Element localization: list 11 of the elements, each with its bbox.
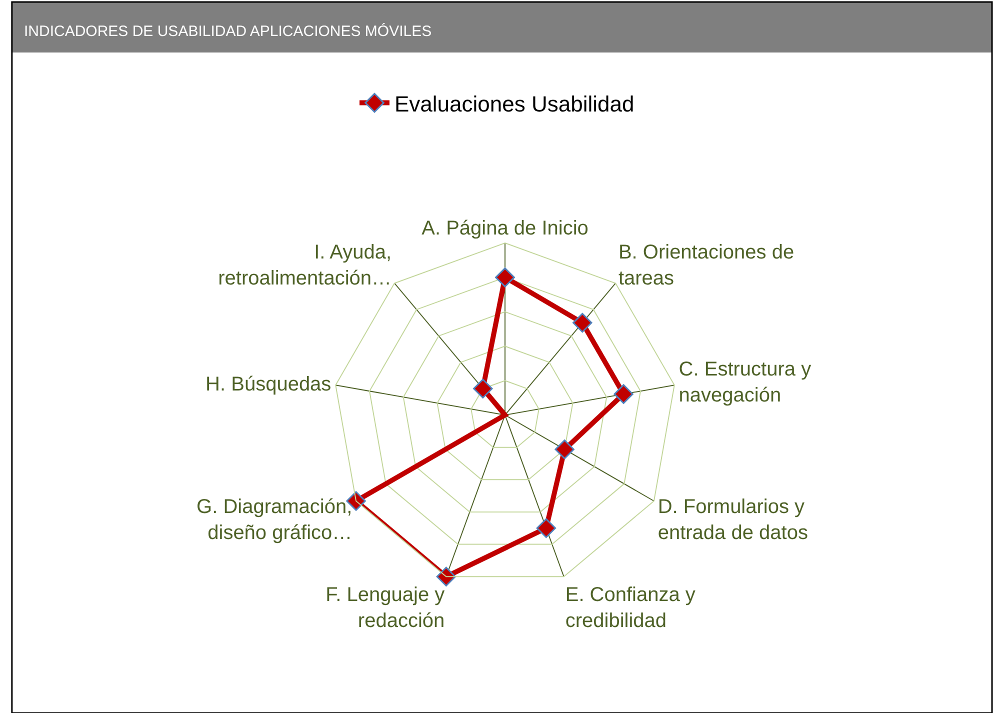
chart-title: INDICADORES DE USABILIDAD APLICACIONES MÓVILES [24,22,432,40]
spoke-label: I. Ayuda, retroalimentación… [218,241,392,290]
spoke-label: F. Lenguaje y redacción [326,584,445,632]
spoke-label: D. Formularios y entrada de datos [658,496,808,544]
spoke-label: H. Búsquedas [206,374,332,396]
legend-label: Evaluaciones Usabilidad [394,91,634,116]
spoke-label: E. Confianza y credibilidad [565,584,696,632]
spoke-label: C. Estructura y navegación [678,358,812,406]
spoke-label: G. Diagramación, diseño gráfico… [196,496,352,544]
spoke-label: B. Orientaciones de tareas [618,241,794,290]
spoke-label: A. Página de Inicio [422,218,588,240]
